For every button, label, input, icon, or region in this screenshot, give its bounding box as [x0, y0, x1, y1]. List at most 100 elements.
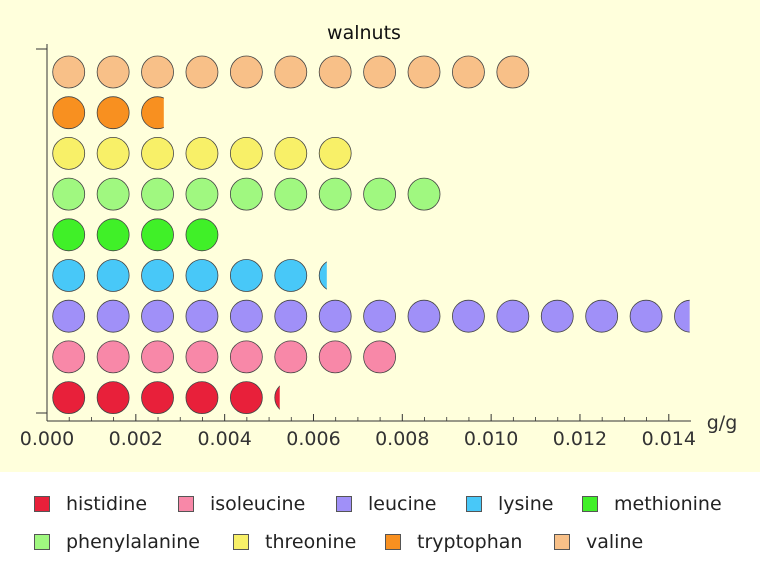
series-row-tryptophan — [52, 96, 164, 130]
pictogram-mark — [407, 299, 441, 333]
legend-item-histidine: histidine — [34, 492, 147, 516]
legend-item-methionine: methionine — [582, 492, 722, 516]
legend-item-phenylalanine: phenylalanine — [34, 530, 200, 554]
legend-swatch — [178, 496, 194, 512]
legend-item-leucine: leucine — [336, 492, 436, 516]
x-tick-label: 0.014 — [642, 428, 696, 450]
series-rows — [52, 55, 690, 415]
pictogram-mark — [141, 177, 174, 211]
pictogram-mark — [52, 381, 86, 415]
pictogram-mark — [585, 299, 619, 333]
pictogram-mark — [141, 340, 174, 374]
pictogram-mark — [541, 56, 573, 88]
legend-item-tryptophan: tryptophan — [385, 530, 522, 554]
legend-swatch — [34, 534, 50, 550]
legend-swatch — [336, 496, 352, 512]
pictogram-mark — [674, 299, 690, 333]
pictogram-mark — [52, 96, 86, 130]
legend-item-lysine: lysine — [466, 492, 553, 516]
series-row-phenylalanine — [52, 177, 441, 211]
pictogram-mark — [363, 177, 397, 211]
legend-item-valine: valine — [554, 530, 643, 554]
pictogram-mark — [141, 55, 174, 89]
series-row-lysine — [52, 259, 327, 292]
pictogram-mark — [141, 299, 174, 333]
series-row-methionine — [52, 218, 219, 252]
pictogram-mark — [363, 55, 397, 89]
pictogram-mark — [185, 299, 219, 333]
pictogram-mark — [96, 136, 130, 170]
pictogram-mark — [96, 55, 130, 89]
x-tick-label: 0.012 — [553, 428, 607, 450]
pictogram-mark — [363, 340, 397, 374]
pictogram-mark — [185, 177, 219, 211]
pictogram-mark — [229, 177, 263, 211]
pictogram-mark — [274, 177, 308, 211]
pictogram-mark — [407, 55, 441, 89]
pictogram-mark — [318, 299, 352, 333]
chart-panel: walnuts g/g 0.000 0.002 0.004 0.006 0.008 0.0… — [0, 0, 760, 472]
pictogram-mark — [318, 261, 327, 290]
series-row-histidine — [52, 381, 280, 415]
pictogram-mark — [141, 381, 174, 415]
legend-swatch — [34, 496, 50, 512]
pictogram-mark — [407, 177, 441, 211]
legend-label: phenylalanine — [66, 531, 200, 553]
pictogram-mark — [274, 340, 308, 374]
legend-swatch — [233, 534, 249, 550]
pictogram-mark — [96, 299, 130, 333]
legend-label: lysine — [498, 493, 554, 515]
pictogram-mark — [185, 55, 219, 89]
pictogram-mark — [496, 55, 530, 89]
pictogram-mark — [496, 299, 530, 333]
legend-label: methionine — [614, 493, 722, 515]
legend-swatch — [385, 534, 401, 550]
x-tick-label: 0.002 — [109, 428, 163, 450]
pictogram-mark — [274, 55, 308, 89]
legend-label: isoleucine — [210, 493, 306, 515]
pictogram-mark — [96, 381, 130, 415]
pictogram-mark — [52, 136, 86, 170]
axes: g/g 0.000 0.002 0.004 0.006 0.008 0.010 0.012 0… — [20, 44, 737, 450]
legend-label: histidine — [66, 493, 148, 515]
pictogram-mark — [274, 259, 308, 292]
pictogram-mark — [629, 299, 663, 333]
legend-swatch — [466, 496, 482, 512]
pictogram-mark — [229, 340, 263, 374]
legend-label: tryptophan — [417, 531, 523, 553]
pictogram-mark — [141, 136, 174, 170]
legend-label: leucine — [368, 493, 437, 515]
legend-item-threonine: threonine — [233, 530, 356, 554]
pictogram-mark — [96, 259, 130, 292]
pictogram-mark — [452, 299, 485, 333]
pictogram-chart: walnuts g/g 0.000 0.002 0.004 0.006 0.008 0.0… — [20, 22, 737, 450]
pictogram-mark — [52, 55, 86, 89]
pictogram-mark — [274, 299, 308, 333]
x-tick-label: 0.008 — [375, 428, 429, 450]
pictogram-mark — [185, 340, 219, 374]
pictogram-mark — [52, 340, 86, 374]
series-row-threonine — [52, 136, 352, 170]
chart-title: walnuts — [327, 22, 401, 44]
pictogram-mark — [229, 259, 263, 292]
pictogram-mark — [318, 55, 352, 89]
series-row-valine — [52, 55, 573, 89]
x-axis-label: g/g — [707, 412, 738, 434]
pictogram-mark — [141, 218, 174, 252]
pictogram-mark — [229, 55, 263, 89]
pictogram-mark — [96, 218, 130, 252]
pictogram-mark — [52, 177, 86, 211]
series-row-leucine — [52, 299, 690, 333]
pictogram-mark — [185, 381, 219, 415]
pictogram-mark — [229, 136, 263, 170]
pictogram-mark — [52, 299, 86, 333]
pictogram-mark — [274, 136, 308, 170]
series-row-isoleucine — [52, 340, 397, 374]
pictogram-mark — [141, 96, 164, 130]
x-tick-label: 0.010 — [464, 428, 518, 450]
pictogram-mark — [540, 299, 574, 333]
pictogram-mark — [229, 299, 263, 333]
legend-swatch — [554, 534, 570, 550]
x-tick-label: 0.000 — [20, 428, 74, 450]
legend-label: valine — [586, 531, 644, 553]
